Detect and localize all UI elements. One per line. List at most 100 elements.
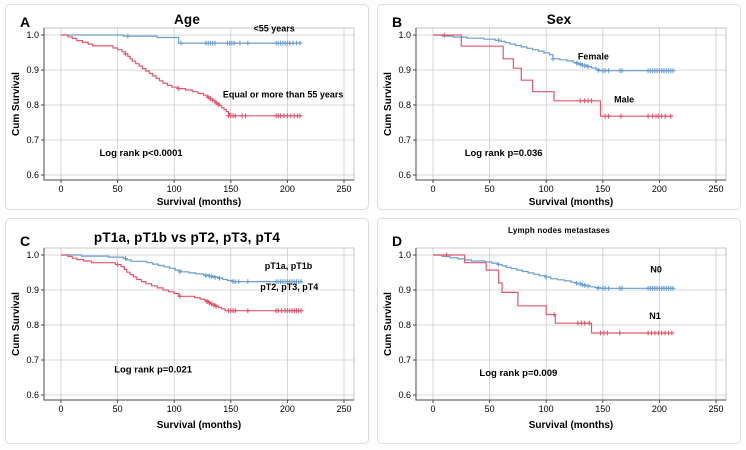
panel-letter-b: B bbox=[392, 14, 403, 30]
x-tick-label: 0 bbox=[58, 404, 63, 414]
x-axis-title: Survival (months) bbox=[157, 420, 241, 431]
series-label: Female bbox=[578, 52, 609, 62]
x-axis-ticks: 0 50 100 150 200 250 bbox=[430, 400, 724, 414]
y-axis-title: Cum Survival bbox=[11, 72, 22, 136]
x-tick-label: 250 bbox=[336, 404, 351, 414]
censor-marks-blue bbox=[496, 37, 676, 74]
x-tick-label: 150 bbox=[223, 184, 238, 194]
panel-title-lymph-nodes: Lymph nodes metastases bbox=[508, 226, 610, 235]
survival-curve-red bbox=[433, 254, 673, 334]
y-tick-label: 1.0 bbox=[26, 250, 39, 260]
km-plot-sex: 0 50 100 150 200 250 1.0 0.9 0.8 0.7 0.6 Survival (… bbox=[383, 27, 727, 208]
y-axis-ticks: 1.0 0.9 0.8 0.7 0.6 bbox=[26, 30, 44, 180]
y-tick-label: 0.7 bbox=[398, 135, 411, 145]
x-tick-label: 250 bbox=[708, 184, 723, 194]
x-tick-label: 200 bbox=[652, 404, 667, 414]
x-tick-label: 0 bbox=[430, 404, 435, 414]
x-axis-ticks: 0 50 100 150 200 250 bbox=[430, 180, 724, 194]
survival-curve-red bbox=[433, 34, 673, 117]
x-tick-label: 100 bbox=[167, 404, 182, 414]
series-label: Equal or more than 55 years bbox=[223, 89, 344, 99]
y-tick-label: 0.7 bbox=[26, 355, 39, 365]
panel-title-age: Age bbox=[173, 12, 201, 27]
x-tick-label: 50 bbox=[485, 184, 495, 194]
x-tick-label: 250 bbox=[336, 184, 351, 194]
censor-marks-blue bbox=[123, 256, 304, 284]
y-tick-label: 0.8 bbox=[398, 320, 411, 330]
censor-marks-red bbox=[115, 262, 304, 314]
axis-lines bbox=[415, 248, 726, 401]
km-plot-pt-stage: 0 50 100 150 200 250 1.0 0.9 0.8 0.7 0.6 Survival (… bbox=[11, 247, 355, 431]
x-tick-label: 50 bbox=[113, 404, 123, 414]
plot-frame bbox=[415, 247, 727, 401]
panel-title-sex: Sex bbox=[546, 12, 572, 27]
panel-title-pt-stage: pT1a, pT1b vs pT2, pT3, pT4 bbox=[93, 230, 281, 245]
x-axis-title: Survival (months) bbox=[529, 420, 613, 431]
y-tick-label: 0.6 bbox=[26, 170, 39, 180]
y-tick-label: 0.7 bbox=[26, 135, 39, 145]
survival-curve-blue bbox=[433, 34, 673, 72]
censor-marks-red bbox=[444, 252, 675, 336]
y-tick-label: 0.6 bbox=[398, 170, 411, 180]
panel-lymph-nodes: D Lymph nodes metastases 0 50 100 150 200 250… bbox=[377, 218, 741, 444]
axis-lines bbox=[43, 248, 354, 401]
series-label: pT1a, pT1b bbox=[265, 261, 313, 271]
y-tick-label: 0.6 bbox=[26, 390, 39, 400]
plot-frame bbox=[43, 27, 355, 181]
x-tick-label: 50 bbox=[113, 184, 123, 194]
x-tick-label: 100 bbox=[539, 404, 554, 414]
y-axis-ticks: 1.0 0.9 0.8 0.7 0.6 bbox=[398, 250, 416, 400]
y-axis-title: Cum Survival bbox=[383, 292, 394, 356]
panel-pt-stage: C pT1a, pT1b vs pT2, pT3, pT4 0 50 100 150 2… bbox=[5, 218, 369, 444]
x-tick-label: 150 bbox=[223, 404, 238, 414]
x-tick-label: 100 bbox=[539, 184, 554, 194]
censor-marks-blue bbox=[125, 33, 303, 46]
y-axis-title: Cum Survival bbox=[11, 292, 22, 356]
survival-curve-red bbox=[61, 34, 301, 117]
km-plot-lymph-nodes: 0 50 100 150 200 250 1.0 0.9 0.8 0.7 0.6 Survival (… bbox=[383, 247, 727, 431]
panel-letter-c: C bbox=[20, 233, 31, 249]
gridlines bbox=[416, 248, 726, 400]
y-tick-label: 0.6 bbox=[398, 390, 411, 400]
log-rank-p-label: Log rank p=0.021 bbox=[114, 364, 193, 375]
series-label: <55 years bbox=[253, 24, 294, 34]
censor-marks-red bbox=[123, 51, 303, 119]
km-plot-age: 0 50 100 150 200 250 1.0 0.9 0.8 0.7 0.6 Survival (… bbox=[11, 24, 355, 208]
x-tick-label: 0 bbox=[430, 184, 435, 194]
y-tick-label: 0.9 bbox=[26, 65, 39, 75]
series-label: N0 bbox=[650, 265, 662, 275]
x-tick-label: 100 bbox=[167, 184, 182, 194]
panel-letter-d: D bbox=[392, 233, 403, 249]
log-rank-p-label: Log rank p=0.036 bbox=[465, 148, 543, 159]
x-tick-label: 150 bbox=[595, 404, 610, 414]
x-tick-label: 0 bbox=[58, 184, 63, 194]
y-axis-ticks: 1.0 0.9 0.8 0.7 0.6 bbox=[398, 30, 416, 180]
x-axis-title: Survival (months) bbox=[157, 197, 241, 208]
log-rank-p-label: Log rank p<0.0001 bbox=[99, 148, 183, 159]
censor-marks-blue bbox=[496, 262, 676, 291]
panel-letter-a: A bbox=[20, 14, 31, 30]
y-tick-label: 0.8 bbox=[398, 100, 411, 110]
survival-curve-blue bbox=[61, 34, 301, 44]
log-rank-p-label: Log rank p=0.009 bbox=[479, 368, 557, 379]
y-tick-label: 0.8 bbox=[26, 320, 39, 330]
y-tick-label: 1.0 bbox=[398, 30, 411, 40]
x-tick-label: 250 bbox=[708, 404, 723, 414]
plot-frame bbox=[415, 27, 727, 181]
gridlines bbox=[44, 248, 354, 400]
censor-marks-red bbox=[441, 32, 674, 119]
x-tick-label: 200 bbox=[652, 184, 667, 194]
gridlines bbox=[44, 28, 354, 180]
series-label: pT2, pT3, pT4 bbox=[260, 282, 318, 292]
y-tick-label: 0.8 bbox=[26, 100, 39, 110]
panel-age: A Age 0 50 100 150 200 250 1.0 0.9 0.8 0.7 0.6 Surv… bbox=[5, 4, 369, 210]
x-axis-title: Survival (months) bbox=[529, 197, 613, 208]
y-tick-label: 0.9 bbox=[398, 285, 411, 295]
y-axis-ticks: 1.0 0.9 0.8 0.7 0.6 bbox=[26, 250, 44, 400]
x-tick-label: 150 bbox=[595, 184, 610, 194]
x-axis-ticks: 0 50 100 150 200 250 bbox=[58, 400, 352, 414]
series-label: N1 bbox=[649, 311, 661, 321]
axis-lines bbox=[415, 28, 726, 181]
panel-sex: B Sex 0 50 100 150 200 250 1.0 0.9 0.8 0.7 0.6 Surv… bbox=[377, 4, 741, 210]
